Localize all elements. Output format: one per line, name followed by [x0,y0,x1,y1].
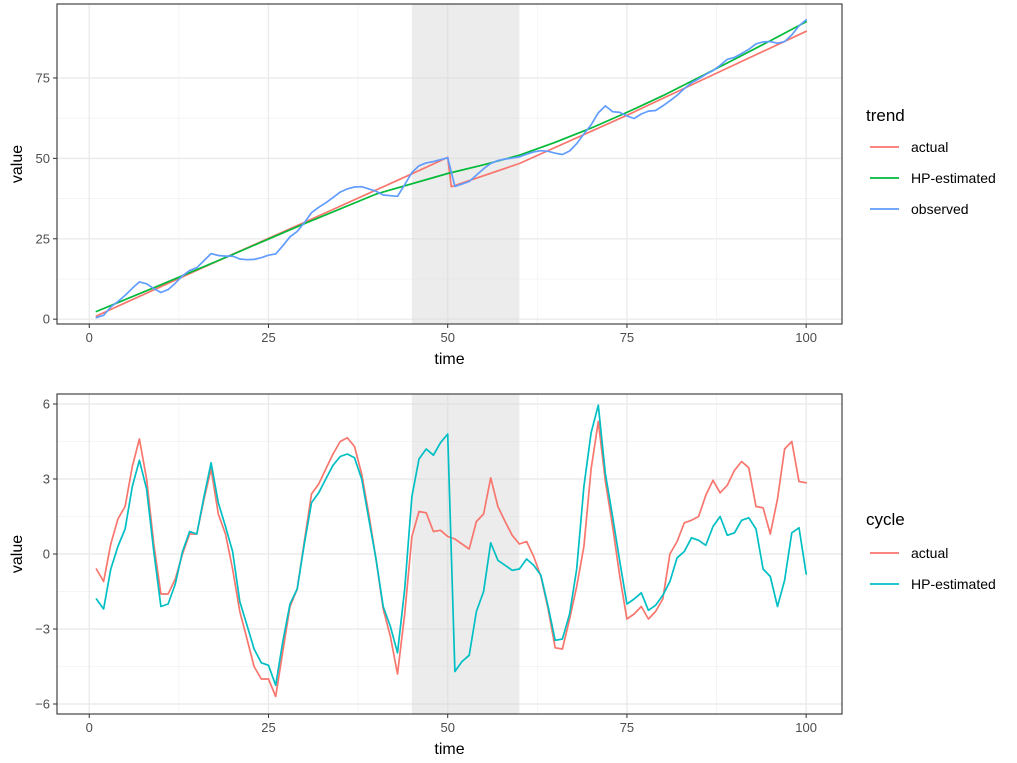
y-tick-label: 3 [43,472,50,487]
y-tick-label: 25 [36,231,50,246]
legend-label: observed [911,201,969,217]
x-axis-title: time [434,741,464,758]
panel-border [56,3,843,325]
legend-title: cycle [866,510,905,529]
x-axis-title: time [434,351,464,368]
x-tick-label: 100 [795,720,817,735]
legend-label: HP-estimated [911,576,996,592]
panel-2: 0 25 50 75 100 −6 −3 0 3 6 time value cycle actual HP-… [9,393,996,758]
x-tick-label: 50 [440,330,454,345]
panel-1: 0 25 50 75 100 0 25 50 75 time value trend actual HP-… [9,3,996,368]
y-tick-label: 50 [36,151,50,166]
x-tick-label: 100 [795,330,817,345]
legend-label: HP-estimated [911,170,996,186]
series-line-hp-estimated [95,404,808,687]
legend-label: actual [911,139,948,155]
legend: trend actual HP-estimated observed [866,106,996,217]
y-tick-label: 75 [36,70,50,85]
x-tick-label: 75 [620,720,634,735]
x-tick-label: 0 [86,330,93,345]
x-tick-label: 0 [86,720,93,735]
y-tick-label: 0 [43,547,50,562]
x-tick-label: 50 [440,720,454,735]
y-tick-label: −6 [35,697,50,712]
legend-label: actual [911,545,948,561]
x-tick-label: 25 [261,720,275,735]
shaded-region [411,4,520,324]
x-tick-label: 75 [620,330,634,345]
shaded-region [411,394,520,714]
y-axis-title: value [9,535,26,573]
x-tick-label: 25 [261,330,275,345]
series-line-observed [95,18,808,319]
y-tick-label: 6 [43,397,50,412]
y-axis-title: value [9,145,26,183]
y-tick-label: 0 [43,312,50,327]
legend-title: trend [866,106,905,125]
y-tick-label: −3 [35,622,50,637]
legend: cycle actual HP-estimated [866,510,996,592]
